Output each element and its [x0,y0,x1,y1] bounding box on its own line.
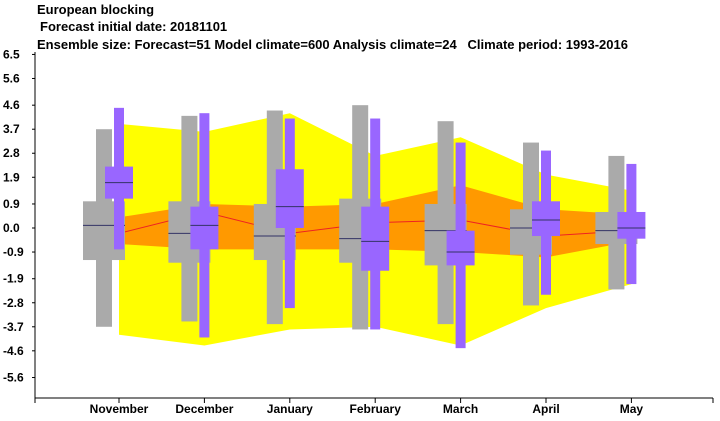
axes-layer: 6.5 5.6 4.6 3.7 2.8 1.9 0.9 0.0 -0.9 -1.9 -2.8 -3.7… [3,47,714,416]
y-tick-label: -0.9 [3,245,24,259]
x-tick-label: February [350,402,402,416]
y-tick-label: 6.5 [3,47,20,61]
forecast-box-april [532,150,560,295]
ensemble-size-info: Ensemble size: Forecast=51 Model climate… [37,37,628,52]
forecast-box-november [105,107,133,250]
x-tick-label: November [90,402,149,416]
forecast-interquartile-box [275,169,304,228]
y-tick-label: -1.9 [3,272,24,286]
forecast-initial-date: Forecast initial date: 20181101 [40,19,228,34]
forecast-boxes-layer [105,107,646,349]
forecast-interquartile-box [190,206,219,250]
y-tick-label: 1.9 [3,170,20,184]
forecast-box-may [617,163,646,285]
y-tick-label: 3.7 [3,122,20,136]
y-tick-label: 5.6 [3,71,20,85]
chart-title: European blocking [37,2,155,17]
forecast-box-january [275,118,304,309]
y-tick-label: -3.7 [3,320,24,334]
y-tick-label: -4.6 [3,344,24,358]
y-tick-label: 0.9 [3,197,20,211]
y-tick-label: 2.8 [3,146,20,160]
forecast-interquartile-box [446,230,475,266]
x-tick-label: April [532,402,559,416]
x-tick-label: January [267,402,313,416]
x-tick-label: December [175,402,233,416]
x-tick-label: March [443,402,478,416]
forecast-interquartile-box [617,211,646,239]
forecast-box-march [446,142,475,349]
y-tick-label: -2.8 [3,296,24,310]
y-tick-label: 0.0 [3,221,20,235]
forecast-box-february [361,118,390,330]
forecast-interquartile-box [532,201,560,237]
x-tick-label: May [620,402,644,416]
forecast-box-december [190,113,219,338]
forecast-interquartile-box [361,206,390,271]
y-tick-label: 4.6 [3,98,20,112]
y-tick-label: -5.6 [3,371,24,385]
